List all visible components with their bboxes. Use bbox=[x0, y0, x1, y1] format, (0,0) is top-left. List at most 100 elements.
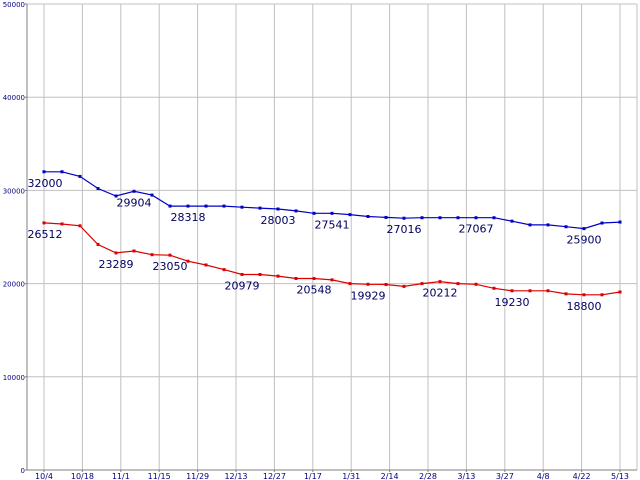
data-label-0: 32000 bbox=[28, 177, 63, 190]
series-1-point-2 bbox=[78, 224, 82, 228]
series-1-point-25 bbox=[492, 286, 496, 290]
y-tick-label-0: 0 bbox=[21, 467, 25, 475]
x-tick-label-10: 2/28 bbox=[419, 472, 437, 480]
series-0-point-1 bbox=[60, 170, 64, 174]
series-1-point-5 bbox=[132, 249, 136, 253]
series-0-point-21 bbox=[420, 216, 424, 220]
series-0-point-19 bbox=[384, 215, 388, 219]
data-label-2: 28318 bbox=[171, 211, 206, 224]
series-0-point-18 bbox=[366, 214, 370, 218]
data-label-10: 23050 bbox=[153, 260, 188, 273]
x-tick-label-4: 11/29 bbox=[186, 472, 209, 480]
series-1-point-30 bbox=[582, 293, 586, 297]
x-tick-label-7: 1/17 bbox=[304, 472, 322, 480]
series-1-point-20 bbox=[402, 284, 406, 288]
series-1-point-12 bbox=[258, 272, 262, 276]
series-1-point-0 bbox=[42, 221, 46, 225]
x-tick-label-12: 3/27 bbox=[496, 472, 514, 480]
x-tick-label-0: 10/4 bbox=[35, 472, 53, 480]
series-1-point-10 bbox=[222, 268, 226, 272]
series-0-point-23 bbox=[456, 216, 460, 220]
series-1-point-16 bbox=[330, 278, 334, 282]
series-1-point-27 bbox=[528, 289, 532, 293]
series-0-point-0 bbox=[42, 170, 46, 174]
series-1-point-26 bbox=[510, 289, 514, 293]
axes bbox=[26, 4, 637, 471]
series-0-point-12 bbox=[258, 206, 262, 210]
series-0-point-14 bbox=[294, 209, 298, 213]
series-0-point-17 bbox=[348, 213, 352, 217]
y-tick-label-10000: 10000 bbox=[3, 374, 25, 382]
series-0-point-30 bbox=[582, 227, 586, 231]
series-1-point-4 bbox=[114, 251, 118, 255]
series-0-point-16 bbox=[330, 211, 334, 215]
series-1-point-29 bbox=[564, 292, 568, 296]
series-0-point-9 bbox=[204, 204, 208, 208]
series-0-point-10 bbox=[222, 204, 226, 208]
data-label-16: 18800 bbox=[567, 300, 602, 313]
y-tick-label-50000: 50000 bbox=[3, 1, 25, 9]
series-1-point-22 bbox=[438, 280, 442, 284]
series-1-point-17 bbox=[348, 282, 352, 286]
data-label-6: 27067 bbox=[459, 223, 494, 236]
series-1-point-32 bbox=[618, 290, 622, 294]
series-0-point-13 bbox=[276, 207, 280, 211]
x-tick-label-13: 4/8 bbox=[537, 472, 550, 480]
grid bbox=[27, 3, 638, 470]
series-0-point-3 bbox=[96, 187, 100, 191]
series-0-point-5 bbox=[132, 189, 136, 193]
series-1-point-18 bbox=[366, 282, 370, 286]
data-label-7: 25900 bbox=[567, 234, 602, 247]
y-tick-label-20000: 20000 bbox=[3, 281, 25, 289]
y-tick-label-40000: 40000 bbox=[3, 94, 25, 102]
series-1-point-23 bbox=[456, 282, 460, 286]
series-1-point-9 bbox=[204, 263, 208, 267]
x-tick-label-11: 3/13 bbox=[457, 472, 475, 480]
series-1-point-1 bbox=[60, 222, 64, 226]
series-0-point-4 bbox=[114, 194, 118, 198]
series-0-point-20 bbox=[402, 216, 406, 220]
series-0-point-31 bbox=[600, 221, 604, 225]
series-1-point-14 bbox=[294, 276, 298, 280]
series-1-point-21 bbox=[420, 282, 424, 286]
y-axis-ticks: 0 10000 20000 30000 40000 50000 bbox=[3, 1, 27, 475]
x-tick-label-2: 11/1 bbox=[112, 472, 130, 480]
x-tick-label-15: 5/13 bbox=[611, 472, 629, 480]
data-label-15: 19230 bbox=[495, 296, 530, 309]
series-1-point-8 bbox=[186, 259, 190, 263]
series-1-point-31 bbox=[600, 293, 604, 297]
x-tick-label-1: 10/18 bbox=[71, 472, 94, 480]
data-labels: 32000 29904 28318 28003 27541 27016 27067 25900… bbox=[28, 177, 602, 313]
series-0-point-32 bbox=[618, 220, 622, 224]
data-label-11: 20979 bbox=[225, 279, 260, 292]
data-label-4: 27541 bbox=[315, 218, 350, 231]
data-label-3: 28003 bbox=[261, 214, 296, 227]
data-label-9: 23289 bbox=[99, 258, 134, 271]
series-0-point-15 bbox=[312, 211, 316, 215]
x-tick-label-9: 2/14 bbox=[381, 472, 399, 480]
series-0-point-24 bbox=[474, 216, 478, 220]
data-label-1: 29904 bbox=[117, 196, 152, 209]
data-label-13: 19929 bbox=[351, 289, 386, 302]
data-label-8: 26512 bbox=[28, 228, 63, 241]
series-0-point-6 bbox=[150, 193, 154, 197]
series-1-point-15 bbox=[312, 276, 316, 280]
series-0-point-11 bbox=[240, 205, 244, 209]
series-0-point-29 bbox=[564, 225, 568, 229]
series-0-point-26 bbox=[510, 219, 514, 223]
series-0-point-25 bbox=[492, 216, 496, 220]
x-tick-label-5: 12/13 bbox=[224, 472, 247, 480]
data-label-12: 20548 bbox=[297, 283, 332, 296]
series-1-point-6 bbox=[150, 253, 154, 257]
data-label-5: 27016 bbox=[387, 223, 422, 236]
x-tick-label-8: 1/31 bbox=[342, 472, 360, 480]
series-1-point-19 bbox=[384, 283, 388, 287]
series-0-point-27 bbox=[528, 223, 532, 227]
series-0-point-2 bbox=[78, 174, 82, 178]
series-1-point-13 bbox=[276, 274, 280, 278]
x-tick-label-14: 4/22 bbox=[573, 472, 591, 480]
series-1-point-24 bbox=[474, 282, 478, 286]
series-1-point-7 bbox=[168, 253, 172, 257]
series-0-point-22 bbox=[438, 216, 442, 220]
